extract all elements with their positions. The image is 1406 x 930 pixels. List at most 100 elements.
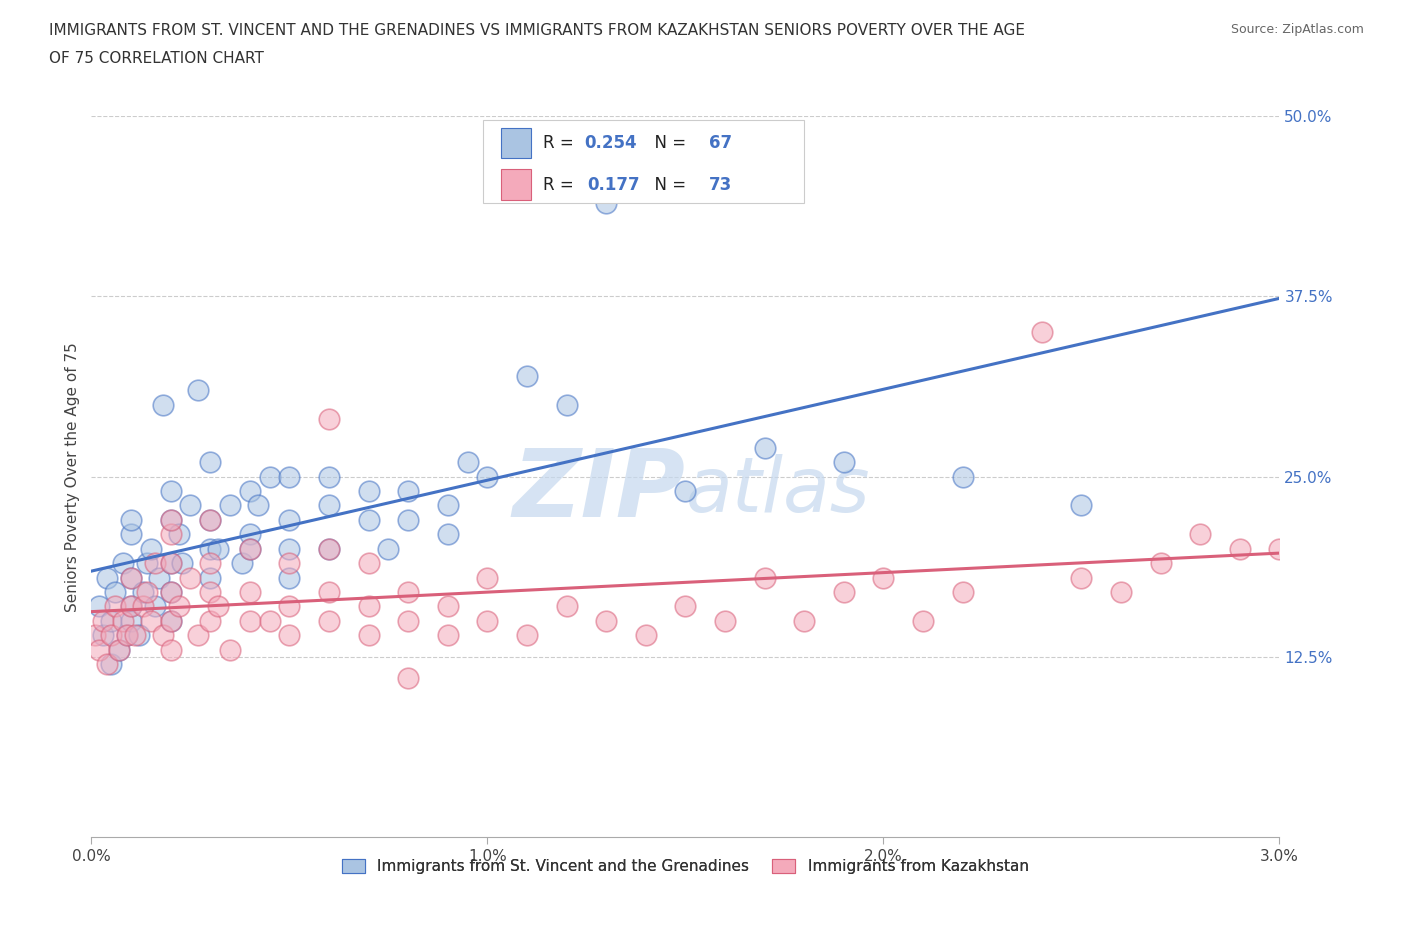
Point [159,585,181,600]
Point [832,585,855,600]
Point [104,585,127,600]
Point [143,599,166,614]
Point [108,642,131,657]
Point [396,512,419,527]
Point [239,484,262,498]
Point [673,484,696,498]
Point [634,166,657,181]
Text: R =: R = [543,134,579,153]
Point [200,455,222,470]
Point [143,556,166,571]
Point [278,628,301,643]
Point [278,556,301,571]
Point [436,526,458,541]
Point [396,671,419,686]
Point [1150,556,1173,571]
Point [239,585,262,600]
Point [200,541,222,556]
Point [91,614,114,629]
Point [112,556,135,571]
Point [159,556,181,571]
Point [100,657,122,671]
FancyBboxPatch shape [484,120,804,203]
Point [1268,541,1291,556]
Point [120,570,142,585]
Point [318,498,340,513]
Point [477,469,499,484]
Point [91,628,114,643]
Point [436,498,458,513]
Point [318,541,340,556]
Point [239,541,262,556]
Point [167,599,190,614]
Point [278,512,301,527]
Point [516,628,538,643]
Text: R =: R = [543,176,583,193]
Legend: Immigrants from St. Vincent and the Grenadines, Immigrants from Kazakhstan: Immigrants from St. Vincent and the Gren… [333,850,1038,883]
Point [911,614,934,629]
Point [179,570,201,585]
Point [278,599,301,614]
Point [84,628,107,643]
Text: Source: ZipAtlas.com: Source: ZipAtlas.com [1230,23,1364,36]
Point [132,599,155,614]
Text: IMMIGRANTS FROM ST. VINCENT AND THE GRENADINES VS IMMIGRANTS FROM KAZAKHSTAN SEN: IMMIGRANTS FROM ST. VINCENT AND THE GREN… [49,23,1025,38]
Point [135,585,157,600]
Point [200,512,222,527]
Point [120,512,142,527]
Point [159,484,181,498]
Point [115,628,138,643]
Point [200,556,222,571]
Point [595,195,617,210]
Point [100,628,122,643]
Y-axis label: Seniors Poverty Over the Age of 75: Seniors Poverty Over the Age of 75 [65,341,80,612]
Point [200,570,222,585]
Point [128,628,150,643]
Text: N =: N = [644,134,692,153]
Point [246,498,269,513]
Point [1229,541,1251,556]
Point [278,469,301,484]
Point [132,585,155,600]
Point [200,614,222,629]
Text: N =: N = [644,176,692,193]
Point [159,614,181,629]
Point [1070,498,1092,513]
Point [477,614,499,629]
Text: 73: 73 [709,176,733,193]
Point [634,628,657,643]
Point [112,614,135,629]
Point [167,526,190,541]
Text: 0.177: 0.177 [586,176,640,193]
Point [100,614,122,629]
Point [207,541,229,556]
Point [187,628,209,643]
Point [159,512,181,527]
Point [1109,585,1132,600]
Point [120,526,142,541]
Point [318,541,340,556]
Point [219,498,242,513]
Point [1189,526,1212,541]
Point [477,570,499,585]
Point [139,541,162,556]
FancyBboxPatch shape [502,128,531,158]
Point [148,570,170,585]
Point [436,599,458,614]
Point [357,512,380,527]
Text: atlas: atlas [685,454,870,528]
Point [219,642,242,657]
Point [159,512,181,527]
Point [124,628,146,643]
Point [259,614,281,629]
Point [207,599,229,614]
FancyBboxPatch shape [502,169,531,200]
Point [278,570,301,585]
Point [714,614,737,629]
Point [952,469,974,484]
Point [200,512,222,527]
Point [1070,570,1092,585]
Point [555,397,578,412]
Point [139,614,162,629]
Point [187,383,209,398]
